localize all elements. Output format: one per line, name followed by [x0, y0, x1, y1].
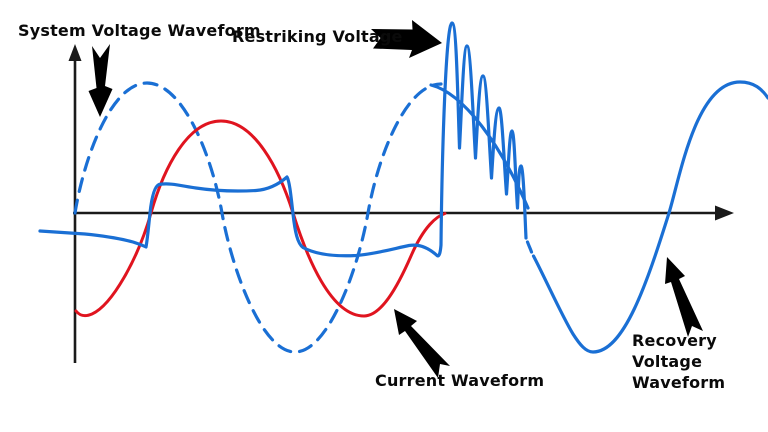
x-axis-arrowhead-icon — [715, 205, 734, 221]
system-voltage-dashed-curve — [73, 81, 443, 354]
restriking-annotation-arrow-icon — [371, 20, 442, 58]
arc-voltage-restriking-curve — [38, 21, 528, 258]
system-voltage-annotation-arrow-icon — [88, 44, 113, 117]
current-waveform-label: Current Waveform — [375, 371, 545, 390]
recovery-voltage-label-line1: Recovery Voltage — [632, 331, 717, 371]
recovery-annotation-arrow-icon — [665, 257, 703, 337]
recovery-voltage-label: Recovery Voltage Waveform — [632, 330, 768, 393]
current-annotation-arrow-icon — [394, 309, 450, 378]
current-curve — [74, 119, 447, 318]
restriking-tail-dash — [525, 240, 534, 254]
restriking-voltage-label: Restriking Voltage — [232, 27, 403, 46]
system-voltage-label: System Voltage Waveform — [18, 21, 261, 40]
recovery-voltage-curve — [531, 80, 768, 354]
recovery-voltage-label-line2: Waveform — [632, 373, 726, 392]
y-axis-arrowhead-icon — [68, 44, 82, 61]
